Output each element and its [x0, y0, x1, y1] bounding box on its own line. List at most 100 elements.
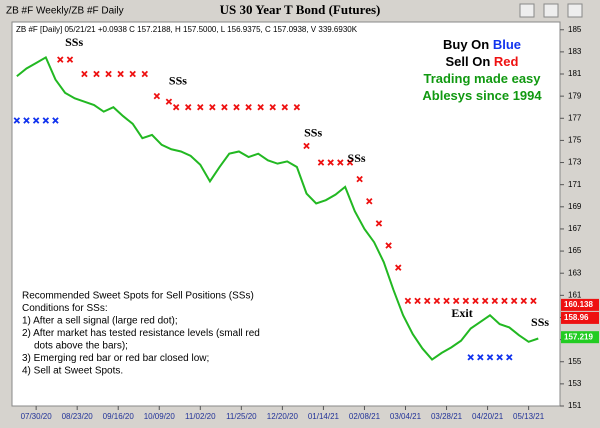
- signal-marker: [257, 103, 264, 111]
- legend-part: Ablesys since 1994: [422, 88, 542, 103]
- info-line: ZB #F [Daily] 05/21/21 +0.0938 C 157.218…: [16, 25, 358, 34]
- signal-marker: [141, 70, 149, 78]
- signal-marker: [414, 297, 421, 305]
- y-tick-label: 161: [568, 290, 582, 299]
- legend-part: Buy On: [443, 37, 493, 52]
- x-tick-label: 11/02/20: [185, 412, 216, 421]
- signal-marker: [423, 297, 431, 305]
- signal-marker: [366, 198, 373, 205]
- signal-marker: [52, 117, 59, 124]
- signal-marker: [317, 159, 325, 166]
- x-tick-label: 07/30/20: [21, 412, 53, 421]
- signal-marker: [209, 103, 216, 111]
- legend-part: Trading made easy: [423, 71, 541, 86]
- signal-marker: [184, 103, 192, 111]
- signal-marker: [269, 103, 276, 111]
- x-tick-label: 09/16/20: [103, 412, 135, 421]
- y-tick-label: 151: [568, 401, 582, 410]
- signal-marker: [462, 297, 470, 305]
- y-tick-label: 169: [568, 202, 582, 211]
- price-label-box: [561, 331, 599, 344]
- legend-line: Ablesys since 1994: [422, 88, 542, 103]
- signal-marker: [153, 92, 161, 100]
- legend-part: Sell On: [446, 54, 494, 69]
- annotation: SSs: [348, 151, 366, 165]
- price-label: 160.138: [564, 300, 593, 309]
- y-tick-label: 179: [568, 91, 582, 100]
- signal-marker: [233, 103, 240, 111]
- x-tick-label: 03/28/21: [431, 412, 463, 421]
- signal-marker: [467, 354, 474, 361]
- annotation: Exit: [451, 306, 472, 320]
- button[interactable]: [567, 3, 583, 18]
- signal-marker: [395, 264, 402, 271]
- button[interactable]: [543, 3, 559, 18]
- signal-marker: [105, 70, 112, 78]
- signal-marker: [32, 117, 40, 124]
- price-label: 157.219: [564, 332, 593, 341]
- x-tick-label: 05/13/21: [513, 412, 545, 421]
- x-tick-label: 11/25/20: [226, 412, 257, 421]
- signal-marker: [221, 103, 228, 111]
- button[interactable]: [519, 3, 535, 18]
- signal-marker: [491, 297, 499, 305]
- annotation: SSs: [304, 126, 322, 140]
- signal-marker: [117, 70, 124, 78]
- signal-marker: [129, 70, 136, 78]
- y-tick-label: 153: [568, 379, 582, 388]
- signal-marker: [327, 159, 334, 166]
- annotation: SSs: [65, 35, 83, 49]
- signal-marker: [472, 297, 479, 305]
- y-tick-label: 167: [568, 224, 582, 233]
- signal-marker: [452, 297, 460, 305]
- x-tick-label: 08/23/20: [62, 412, 94, 421]
- signal-marker: [481, 297, 489, 305]
- signal-marker: [506, 354, 513, 361]
- signal-marker: [404, 297, 412, 305]
- legend-line: Buy On Blue: [443, 37, 521, 52]
- signal-marker: [443, 297, 450, 305]
- y-tick-label: 185: [568, 25, 582, 34]
- signal-marker: [530, 297, 537, 305]
- price-label-box: [561, 298, 599, 311]
- signal-marker: [13, 117, 21, 124]
- note: 1) After a sell signal (large red dot);: [22, 316, 178, 327]
- signal-marker: [303, 142, 310, 150]
- signal-marker: [81, 70, 88, 78]
- signal-marker: [42, 117, 50, 124]
- signal-marker: [496, 354, 503, 361]
- signal-marker: [57, 56, 64, 63]
- plot-area: [11, 21, 561, 407]
- legend-part: Blue: [493, 37, 521, 52]
- y-tick-label: 181: [568, 69, 582, 78]
- y-tick-label: 177: [568, 113, 582, 122]
- price-label: 158.96: [564, 313, 589, 322]
- price-line: [16, 55, 539, 361]
- signal-marker: [245, 103, 252, 111]
- note: 2) After market has tested resistance le…: [22, 328, 260, 339]
- note: 3) Emerging red bar or red bar closed lo…: [22, 353, 209, 364]
- y-tick-label: 175: [568, 136, 582, 145]
- note: Recommended Sweet Spots for Sell Positio…: [22, 291, 254, 302]
- x-tick-label: 02/08/21: [349, 412, 381, 421]
- signal-marker: [281, 103, 289, 111]
- signal-marker: [375, 220, 383, 227]
- signal-marker: [93, 70, 100, 78]
- annotation: SSs: [169, 74, 187, 88]
- x-tick-label: 10/09/20: [144, 412, 176, 421]
- chart-title: US 30 Year T Bond (Futures): [220, 2, 381, 17]
- signal-marker: [433, 297, 441, 305]
- legend-line: Sell On Red: [446, 54, 519, 69]
- signal-marker: [197, 103, 204, 111]
- signal-marker: [520, 297, 528, 305]
- legend-line: Trading made easy: [423, 71, 541, 86]
- x-tick-label: 04/20/21: [472, 412, 504, 421]
- signal-marker: [510, 297, 518, 305]
- signal-marker: [66, 56, 74, 63]
- signal-marker: [501, 297, 508, 305]
- y-tick-label: 163: [568, 268, 582, 277]
- signal-marker: [23, 117, 30, 124]
- signal-marker: [293, 103, 301, 111]
- annotation: SSs: [531, 315, 549, 329]
- x-tick-label: 03/04/21: [390, 412, 422, 421]
